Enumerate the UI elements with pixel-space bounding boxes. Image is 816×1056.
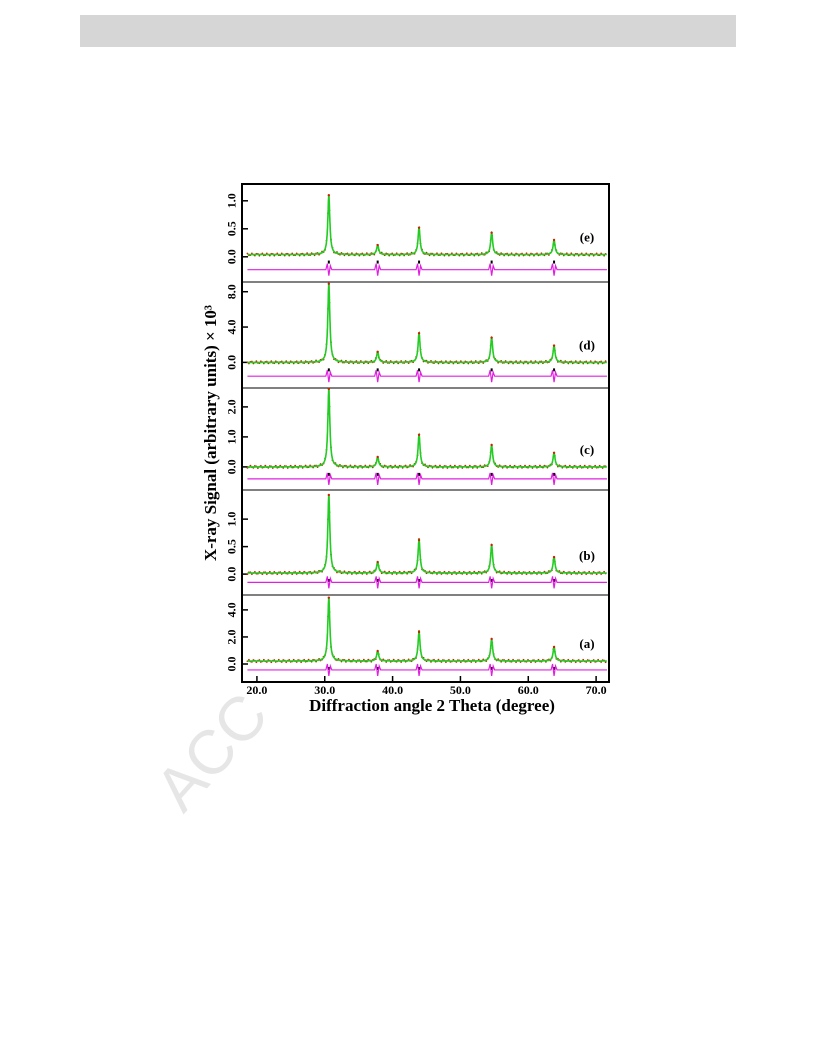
x-tick-label: 30.0 <box>314 683 335 697</box>
calculated-profile <box>247 283 607 364</box>
peak-apex <box>327 493 331 497</box>
peak-apex <box>490 231 493 234</box>
x-tick-label: 60.0 <box>518 683 539 697</box>
x-axis-title: Diffraction angle 2 Theta (degree) <box>309 696 555 715</box>
difference-curve <box>247 369 607 383</box>
peak-apex <box>552 238 556 242</box>
difference-curve <box>247 472 607 485</box>
y-tick-label: 0.0 <box>225 459 239 474</box>
peak-apex <box>490 543 493 547</box>
x-tick-label: 40.0 <box>382 683 403 697</box>
calculated-profile <box>247 494 607 574</box>
x-tick-label: 70.0 <box>586 683 607 697</box>
y-tick-label: 1.0 <box>225 193 239 208</box>
peak-apex <box>552 645 556 649</box>
peak-apex <box>376 455 379 459</box>
y-tick-label: 4.0 <box>225 320 239 335</box>
peak-apex <box>376 243 379 247</box>
y-tick-label: 0.0 <box>225 355 239 370</box>
y-tick-label: 0.5 <box>225 539 239 554</box>
y-axis-title: X-ray Signal (arbitrary units) × 10³ <box>201 305 220 561</box>
calculated-profile <box>247 388 607 468</box>
peak-apex <box>417 433 421 436</box>
peak-apex <box>490 443 493 447</box>
watermark: ACC <box>142 681 281 824</box>
calculated-profile <box>247 597 607 662</box>
y-tick-label: 1.0 <box>225 429 239 444</box>
peak-apex <box>552 451 556 454</box>
peak-apex <box>327 596 331 599</box>
y-tick-label: 2.0 <box>225 399 239 414</box>
peak-apex <box>417 630 421 634</box>
panel-label: (d) <box>579 337 595 352</box>
peak-apex <box>552 555 556 559</box>
y-tick-label: 0.0 <box>225 249 239 264</box>
difference-curve <box>247 575 607 589</box>
panel-label: (a) <box>579 636 594 651</box>
panel-label: (b) <box>579 548 595 563</box>
y-tick-label: 8.0 <box>225 284 239 299</box>
y-tick-label: 0.5 <box>225 221 239 236</box>
peak-apex <box>417 332 421 335</box>
plot-frame <box>241 183 610 683</box>
x-tick-label: 20.0 <box>246 683 267 697</box>
peak-apex <box>376 649 379 653</box>
calculated-profile <box>247 194 607 256</box>
peak-apex <box>327 387 331 391</box>
y-tick-label: 2.0 <box>225 629 239 644</box>
peak-apex <box>376 560 379 564</box>
peak-apex <box>417 538 421 542</box>
x-tick-label: 50.0 <box>450 683 471 697</box>
panel-label: (c) <box>580 442 594 457</box>
peak-apex <box>490 336 493 339</box>
y-tick-label: 0.0 <box>225 567 239 582</box>
y-tick-label: 1.0 <box>225 512 239 527</box>
peak-apex <box>490 637 493 641</box>
y-tick-label: 0.0 <box>225 657 239 672</box>
peak-apex <box>552 344 556 347</box>
difference-curve <box>247 263 607 276</box>
difference-curve <box>247 663 607 677</box>
peak-apex <box>417 226 421 229</box>
peak-apex <box>327 282 331 285</box>
peak-apex <box>376 350 379 353</box>
header-bar <box>80 15 736 47</box>
y-tick-label: 4.0 <box>225 602 239 617</box>
panel-label: (e) <box>580 230 594 245</box>
peak-apex <box>327 194 331 197</box>
